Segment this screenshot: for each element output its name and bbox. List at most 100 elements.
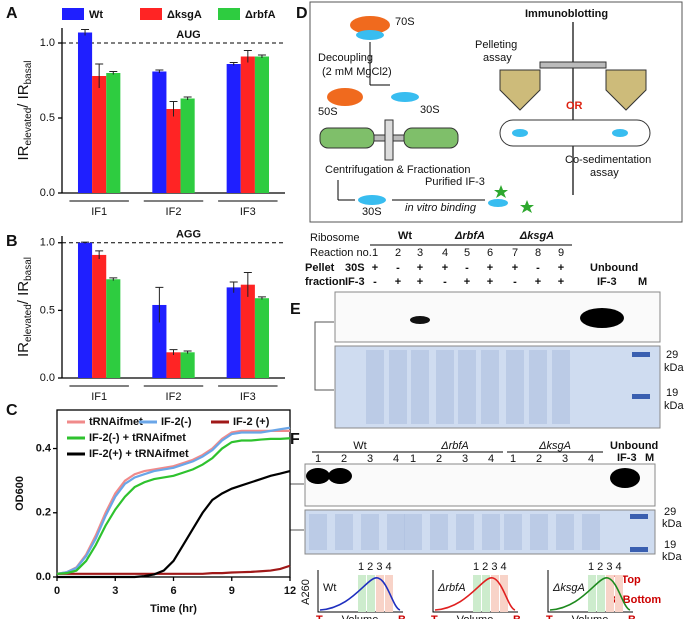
y-axis-label: IRelevated/ IRbasal	[15, 257, 34, 357]
x-tick-label: 3	[112, 585, 118, 597]
label: M	[638, 276, 647, 288]
bar	[77, 32, 93, 193]
lane	[436, 350, 454, 424]
label: M	[645, 452, 654, 464]
profile-y-label: A260	[300, 579, 312, 605]
bar	[106, 279, 121, 378]
lane-label: 1	[315, 453, 321, 465]
x-axis-label: Time (hr)	[150, 603, 197, 615]
lane	[506, 350, 524, 424]
tube	[605, 69, 647, 111]
star	[520, 200, 534, 213]
sign: -	[396, 262, 400, 274]
x-tick-label: 9	[229, 585, 235, 597]
fraction-band	[358, 575, 366, 612]
error-bar	[95, 63, 104, 88]
label: Pellet	[305, 262, 335, 274]
line	[56, 429, 290, 575]
connector	[314, 321, 334, 391]
lane	[556, 514, 574, 550]
profile-x-label: Volume	[457, 614, 494, 619]
legend-swatch	[218, 8, 240, 20]
lane-label: 2	[536, 453, 542, 465]
error-bar	[257, 296, 266, 300]
y-tick-label: 1.0	[40, 237, 55, 249]
label: 50S	[318, 106, 338, 118]
label: assay	[483, 52, 512, 64]
lane-label: 2	[341, 453, 347, 465]
lane-label: 4	[393, 453, 399, 465]
small-subunit	[356, 30, 384, 40]
y-tick-label: 0.0	[36, 571, 51, 583]
strain-label: Wt	[353, 440, 366, 452]
line	[57, 564, 291, 575]
y-tick-label: 0.2	[36, 507, 51, 519]
strain-label: ΔksgA	[519, 230, 554, 242]
sign: +	[487, 262, 493, 274]
error-bar	[81, 29, 90, 36]
fraction-band	[482, 575, 490, 612]
y-label-part: IR	[15, 145, 32, 160]
label: (2 mM MgCl2)	[322, 66, 392, 78]
lane	[552, 350, 570, 424]
row-label: 30S	[345, 262, 365, 274]
star	[494, 185, 508, 198]
y-label-part: IR	[15, 342, 32, 357]
lane-label: 3	[417, 247, 423, 259]
label: Co-sedimentation	[565, 154, 651, 166]
legend-swatch	[140, 8, 162, 20]
panel-label: C	[6, 402, 18, 419]
legend-label: IF-2 (+)	[233, 416, 270, 428]
lane	[335, 514, 353, 550]
sign: +	[417, 276, 423, 288]
label: 70S	[395, 16, 415, 28]
top-label: T	[431, 614, 438, 619]
panel-label: E	[290, 301, 301, 318]
small-subunit	[391, 92, 419, 102]
lane-label: 8	[535, 247, 541, 259]
profile-strain: Wt	[323, 582, 336, 594]
fractions: 1 2 3 4	[358, 561, 392, 573]
gel-f: Unbound IF-3 M T :Top B :Bottom Wt1 2 3 41 …	[289, 440, 682, 619]
lane-label: 2	[436, 453, 442, 465]
bottom-label: B	[513, 614, 521, 619]
lane	[389, 350, 407, 424]
x-tick-label: IF3	[240, 206, 256, 218]
label: IF-3	[617, 452, 637, 464]
error-bar	[109, 277, 118, 281]
y-axis-label: OD600	[14, 476, 26, 511]
panel-label: F	[290, 431, 300, 448]
lane	[456, 514, 474, 550]
top-label: T	[546, 614, 553, 619]
profile-curve	[549, 577, 631, 611]
bar	[152, 71, 167, 193]
legend-label: IF-2(+) + tRNAifmet	[89, 448, 189, 460]
lane-label: 3	[562, 453, 568, 465]
coomassie-gel	[304, 509, 656, 555]
lane	[529, 350, 547, 424]
label: Immunoblotting	[525, 8, 608, 20]
panel-labels: A B C D E F	[6, 5, 308, 448]
error-bar	[183, 96, 192, 100]
lane	[481, 350, 499, 424]
lane-label: 1	[372, 247, 378, 259]
lane-label: 3	[367, 453, 373, 465]
sign: +	[442, 262, 448, 274]
y-label-part: elevated	[23, 304, 34, 342]
top-label: T	[316, 614, 323, 619]
sign: +	[372, 262, 378, 274]
panel-label: B	[6, 233, 18, 250]
large-subunit	[327, 88, 363, 106]
strain-label: Wt	[398, 230, 412, 242]
error-bar	[155, 286, 164, 323]
bar	[92, 76, 107, 193]
large-subunit	[350, 16, 390, 34]
sign: -	[373, 276, 377, 288]
y-label-part: elevated	[23, 108, 34, 146]
small-subunit	[612, 129, 628, 137]
fractions: 1 2 3 4	[588, 561, 622, 573]
lane-label: 9	[558, 247, 564, 259]
legend-label: ΔksgA	[167, 9, 202, 21]
lane	[404, 514, 422, 550]
